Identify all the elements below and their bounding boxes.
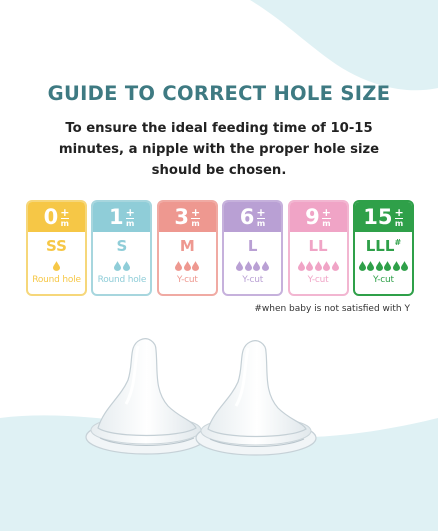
drop-icon bbox=[323, 261, 331, 271]
drop-icon bbox=[297, 261, 305, 271]
age-unit: + m bbox=[256, 205, 266, 228]
age-unit: + m bbox=[394, 205, 404, 228]
age-unit: + m bbox=[60, 205, 70, 228]
drop-icon bbox=[253, 261, 261, 271]
flow-drops bbox=[175, 261, 200, 271]
age-number: 6 bbox=[239, 204, 255, 229]
drop-icon bbox=[244, 261, 252, 271]
hole-type-label: Y-cut bbox=[307, 275, 329, 285]
drop-icon bbox=[314, 261, 322, 271]
page-title: GUIDE TO CORRECT HOLE SIZE bbox=[47, 82, 391, 105]
size-label: S bbox=[116, 237, 128, 255]
nipple-right-image bbox=[195, 340, 317, 456]
drop-icon bbox=[367, 261, 375, 271]
top-wave-decoration bbox=[250, 0, 438, 91]
drop-icon bbox=[375, 261, 383, 271]
flow-drops bbox=[236, 261, 269, 271]
drop-icon bbox=[331, 261, 339, 271]
size-label: SS bbox=[46, 237, 67, 255]
age-unit: + m bbox=[125, 205, 135, 228]
footnote: #when baby is not satisfied with Y bbox=[254, 304, 410, 314]
drop-icon bbox=[122, 261, 130, 271]
hole-type-label: Y-cut bbox=[176, 275, 198, 285]
card-header: 3 + m bbox=[158, 202, 216, 232]
age-number: 1 bbox=[108, 204, 124, 229]
age-number: 0 bbox=[43, 204, 59, 229]
drop-icon bbox=[306, 261, 314, 271]
card-header: 1 + m bbox=[93, 202, 151, 232]
nipple-left-image bbox=[85, 338, 207, 455]
hole-size-card-15m: 15 + m LLL# Y-cut bbox=[352, 200, 414, 296]
card-header: 6 + m bbox=[224, 202, 282, 232]
flow-drops bbox=[114, 261, 130, 271]
drop-icon bbox=[183, 261, 191, 271]
size-label: M bbox=[179, 237, 195, 255]
hole-size-card-1m: 1 + m S Round hole bbox=[91, 200, 153, 296]
drop-icon bbox=[261, 261, 269, 271]
page-subtitle: To ensure the ideal feeding time of 10-1… bbox=[58, 121, 380, 178]
hole-type-label: Y-cut bbox=[373, 275, 394, 285]
flow-drops bbox=[358, 261, 409, 271]
age-unit: + m bbox=[321, 205, 331, 228]
card-header: 0 + m bbox=[28, 202, 85, 232]
size-label: LLL# bbox=[365, 237, 402, 255]
hole-type-label: Round hole bbox=[32, 275, 81, 285]
drop-icon bbox=[236, 261, 244, 271]
card-header: 9 + m bbox=[289, 202, 347, 232]
hole-type-label: Round hole bbox=[97, 275, 147, 285]
hole-size-cards: 0 + m SS Round hole 1 + m S Round hole 3 +… bbox=[26, 200, 414, 296]
drop-icon bbox=[175, 261, 183, 271]
age-unit: + m bbox=[190, 205, 201, 228]
size-label: L bbox=[247, 237, 258, 255]
flow-drops bbox=[297, 261, 339, 271]
age-number: 9 bbox=[305, 204, 320, 229]
hole-type-label: Y-cut bbox=[242, 275, 264, 285]
flow-drops bbox=[53, 261, 60, 271]
size-label: LL bbox=[308, 237, 328, 255]
drop-icon bbox=[192, 261, 200, 271]
drop-icon bbox=[392, 261, 400, 271]
drop-icon bbox=[401, 261, 409, 271]
age-number: 3 bbox=[174, 204, 189, 229]
hole-size-card-3m: 3 + m M Y-cut bbox=[156, 200, 218, 296]
drop-icon bbox=[53, 261, 60, 271]
drop-icon bbox=[384, 261, 392, 271]
age-number: 15 bbox=[363, 204, 393, 229]
hole-size-card-9m: 9 + m LL Y-cut bbox=[287, 200, 349, 296]
hole-size-card-0m: 0 + m SS Round hole bbox=[26, 200, 87, 296]
drop-icon bbox=[358, 261, 366, 271]
hole-size-card-6m: 6 + m L Y-cut bbox=[222, 200, 284, 296]
nipples-illustration bbox=[85, 338, 317, 456]
card-header: 15 + m bbox=[354, 202, 412, 232]
drop-icon bbox=[114, 261, 122, 271]
